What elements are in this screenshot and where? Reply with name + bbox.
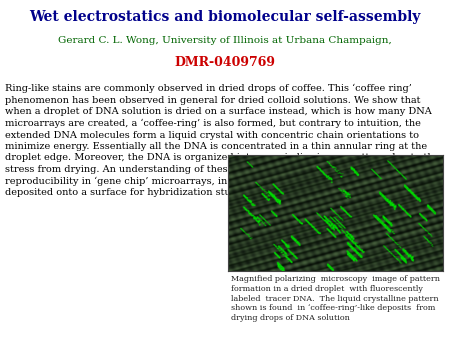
Text: Gerard C. L. Wong, University of Illinois at Urbana Champaign,: Gerard C. L. Wong, University of Illinoi…: [58, 36, 392, 45]
Text: Wet electrostatics and biomolecular self-assembly: Wet electrostatics and biomolecular self…: [29, 10, 421, 24]
Text: DMR-0409769: DMR-0409769: [175, 56, 275, 69]
Text: Ring-like stains are commonly observed in dried drops of coffee. This ‘coffee ri: Ring-like stains are commonly observed i…: [5, 84, 439, 197]
Text: Magnified polarizing  microscopy  image of pattern
formation in a dried droplet : Magnified polarizing microscopy image of…: [231, 275, 440, 322]
